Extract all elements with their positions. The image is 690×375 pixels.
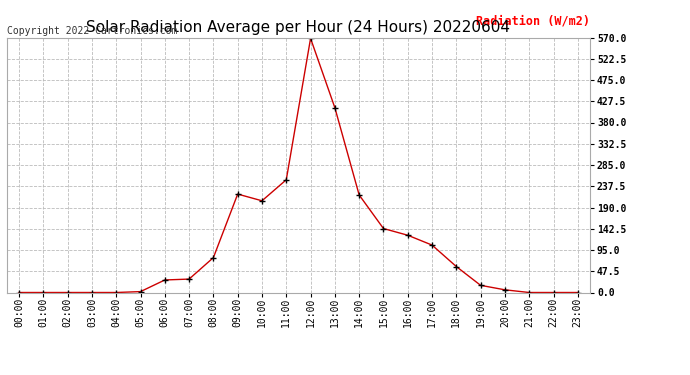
Title: Solar Radiation Average per Hour (24 Hours) 20220604: Solar Radiation Average per Hour (24 Hou… <box>86 20 511 35</box>
Text: Radiation (W/m2): Radiation (W/m2) <box>476 14 590 27</box>
Text: Copyright 2022 Cartronics.com: Copyright 2022 Cartronics.com <box>7 26 177 36</box>
